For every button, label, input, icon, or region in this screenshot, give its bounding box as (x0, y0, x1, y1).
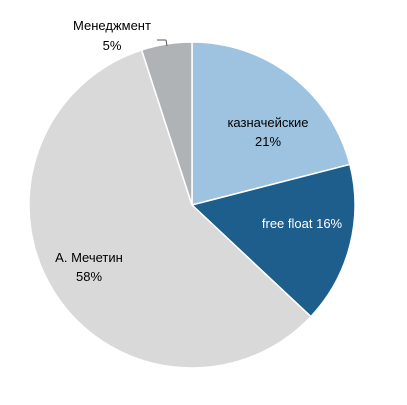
slice-label-free-float: free float 16% (262, 216, 343, 231)
pie-slice-free-float (190, 163, 356, 318)
slice-label-menedzhment: Менеджмент (73, 18, 151, 33)
slice-value-kaznacheiskie: 21% (255, 134, 281, 149)
pie-slices (28, 41, 356, 369)
pie-slice-mechetin (28, 49, 312, 369)
pie-slice-kaznacheiskie (191, 41, 351, 206)
menedzhment-leader-line-tick (165, 39, 168, 47)
slice-label-mechetin: А. Мечетин (55, 250, 123, 265)
slice-value-mechetin: 58% (76, 269, 102, 284)
slice-value-menedzhment: 5% (103, 38, 122, 53)
slice-label-kaznacheiskie: казначейские (227, 115, 308, 130)
